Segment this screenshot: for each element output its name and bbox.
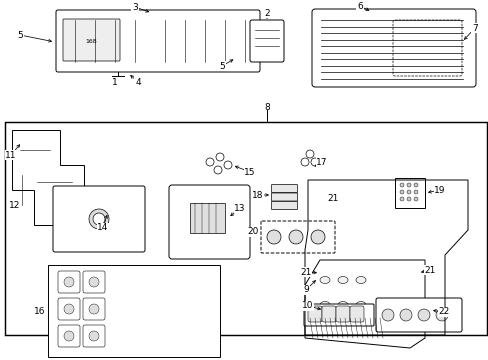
- Text: 17: 17: [316, 158, 327, 167]
- Circle shape: [310, 230, 325, 244]
- Circle shape: [413, 183, 417, 187]
- Text: 168: 168: [85, 39, 97, 44]
- Text: 9: 9: [303, 285, 308, 294]
- FancyBboxPatch shape: [304, 304, 373, 326]
- Circle shape: [266, 230, 281, 244]
- Circle shape: [301, 158, 308, 166]
- Circle shape: [224, 161, 231, 169]
- Circle shape: [64, 277, 74, 287]
- Text: 13: 13: [234, 203, 245, 212]
- Circle shape: [89, 277, 99, 287]
- Text: 5: 5: [219, 62, 224, 71]
- Circle shape: [89, 304, 99, 314]
- FancyBboxPatch shape: [375, 298, 461, 332]
- Text: 20: 20: [247, 228, 258, 237]
- Text: 19: 19: [433, 185, 445, 194]
- Circle shape: [381, 309, 393, 321]
- FancyBboxPatch shape: [307, 306, 321, 322]
- Text: 8: 8: [264, 103, 269, 112]
- Text: 4: 4: [135, 77, 141, 86]
- Text: 1: 1: [112, 77, 118, 86]
- Text: 14: 14: [97, 224, 108, 233]
- Text: 18: 18: [252, 190, 263, 199]
- Circle shape: [417, 309, 429, 321]
- FancyBboxPatch shape: [56, 10, 260, 72]
- Text: 10: 10: [302, 302, 313, 310]
- Bar: [48, 265, 220, 357]
- FancyBboxPatch shape: [271, 185, 297, 193]
- Ellipse shape: [319, 302, 329, 309]
- Circle shape: [399, 190, 403, 194]
- Ellipse shape: [337, 302, 347, 309]
- FancyBboxPatch shape: [271, 202, 297, 210]
- Circle shape: [205, 158, 214, 166]
- Text: 2: 2: [264, 9, 269, 18]
- FancyBboxPatch shape: [335, 306, 349, 322]
- FancyBboxPatch shape: [249, 20, 284, 62]
- Text: 5: 5: [17, 31, 23, 40]
- Text: 22: 22: [437, 307, 448, 316]
- Circle shape: [288, 230, 303, 244]
- FancyBboxPatch shape: [349, 306, 363, 322]
- Circle shape: [64, 304, 74, 314]
- Ellipse shape: [319, 276, 329, 284]
- Text: 21: 21: [326, 194, 338, 202]
- Circle shape: [413, 197, 417, 201]
- Text: 21: 21: [300, 267, 311, 276]
- Text: 12: 12: [9, 201, 20, 210]
- FancyBboxPatch shape: [311, 9, 475, 87]
- Circle shape: [93, 213, 105, 225]
- Ellipse shape: [337, 276, 347, 284]
- Circle shape: [413, 190, 417, 194]
- Circle shape: [214, 166, 222, 174]
- Circle shape: [399, 183, 403, 187]
- Bar: [394, 178, 424, 208]
- Circle shape: [399, 197, 403, 201]
- Text: 7: 7: [471, 23, 477, 32]
- Text: 3: 3: [132, 3, 138, 12]
- Bar: [5, 122, 486, 335]
- Bar: [190, 203, 224, 233]
- Circle shape: [399, 309, 411, 321]
- FancyBboxPatch shape: [53, 186, 145, 252]
- Circle shape: [64, 331, 74, 341]
- Circle shape: [406, 183, 410, 187]
- FancyBboxPatch shape: [321, 306, 335, 322]
- FancyBboxPatch shape: [63, 19, 120, 61]
- Ellipse shape: [355, 302, 365, 309]
- FancyBboxPatch shape: [169, 185, 249, 259]
- Circle shape: [406, 190, 410, 194]
- FancyBboxPatch shape: [271, 193, 297, 201]
- Circle shape: [89, 209, 109, 229]
- Circle shape: [216, 153, 224, 161]
- Circle shape: [435, 309, 447, 321]
- Circle shape: [406, 197, 410, 201]
- Text: 15: 15: [244, 167, 255, 176]
- Circle shape: [305, 150, 313, 158]
- Text: 6: 6: [356, 1, 362, 10]
- Text: 16: 16: [34, 307, 46, 316]
- Text: 11: 11: [5, 150, 17, 159]
- FancyBboxPatch shape: [261, 221, 334, 253]
- Ellipse shape: [355, 276, 365, 284]
- Circle shape: [310, 158, 318, 166]
- Circle shape: [89, 331, 99, 341]
- Text: 21: 21: [424, 266, 435, 275]
